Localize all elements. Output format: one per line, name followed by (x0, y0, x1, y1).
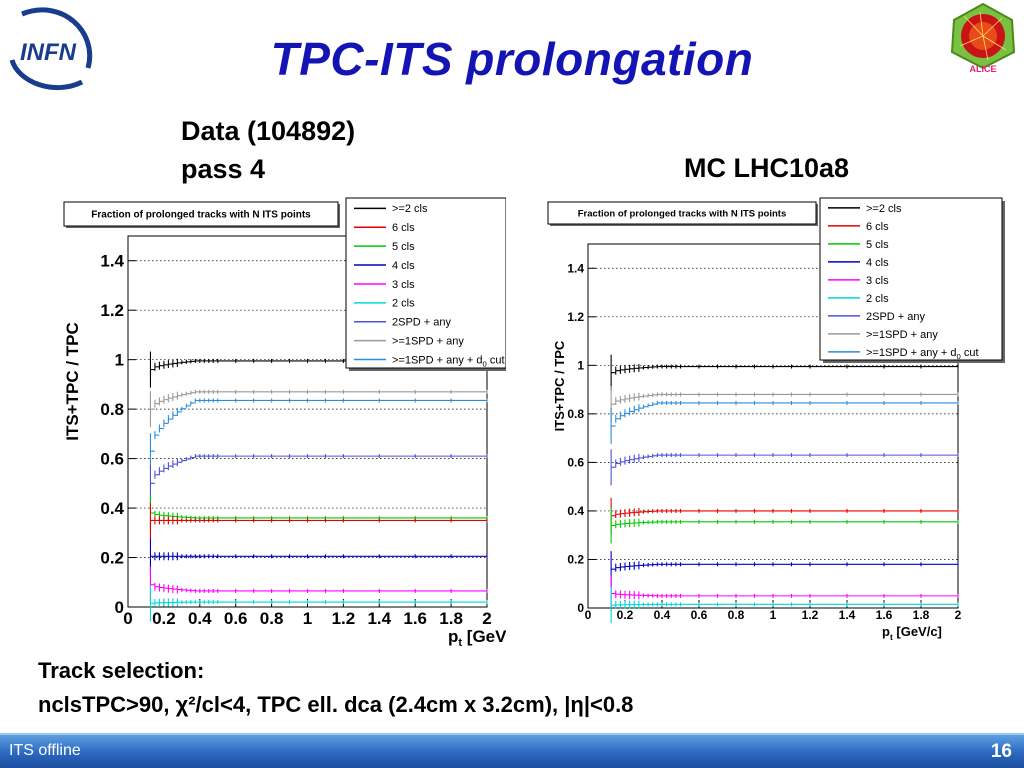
infn-logo: INFN (9, 7, 93, 91)
legend-box (345, 197, 506, 369)
x-tick-label: 1.4 (839, 608, 856, 622)
x-tick-label: 2 (955, 608, 962, 622)
x-tick-label: 1.2 (802, 608, 819, 622)
y-tick-label: 0 (577, 601, 584, 615)
series-6-cls (149, 502, 488, 539)
legend-label: >=2 cls (866, 203, 902, 215)
y-tick-label: 1.2 (100, 301, 124, 320)
x-tick-label: 1 (770, 608, 777, 622)
mc-panel-label: MC LHC10a8 (684, 153, 850, 183)
y-tick-label: 1 (577, 359, 584, 373)
legend-label: 5 cls (866, 239, 889, 251)
x-tick-label: 1.6 (403, 609, 427, 628)
series--1spd-any-d0-cut (149, 398, 488, 470)
x-axis-label: pt [GeV/c] (448, 627, 506, 649)
x-tick-label: 1.6 (876, 608, 893, 622)
x-tick-label: 0.6 (691, 608, 708, 622)
legend-label: >=1SPD + any + d0 cut (392, 354, 505, 368)
x-tick-label: 0 (123, 609, 132, 628)
data-panel-label: Data (104892) pass 4 (181, 112, 355, 188)
series-2spd-any (610, 449, 959, 486)
x-tick-label: 0.4 (188, 609, 212, 628)
alice-logo-text: ALICE (970, 64, 997, 74)
series-4-cls (149, 538, 488, 575)
series-4-cls (610, 551, 959, 588)
x-tick-label: 1 (303, 609, 312, 628)
data-pass-label: pass 4 (181, 154, 266, 184)
x-tick-label: 0.8 (728, 608, 745, 622)
x-axis-label: pt [GeV/c] (882, 624, 942, 642)
y-tick-label: 1.4 (100, 252, 124, 271)
legend-label: >=1SPD + any (392, 335, 464, 347)
x-tick-label: 0 (585, 608, 592, 622)
legend-label: 2 cls (392, 298, 415, 310)
series--1spd-any (149, 389, 488, 428)
y-axis-label: ITS+TPC / TPC (63, 322, 82, 441)
legend-label: >=2 cls (392, 203, 428, 215)
x-tick-label: 1.2 (332, 609, 356, 628)
y-tick-label: 1.4 (567, 261, 584, 275)
track-selection-text: Track selection: nclsTPC>90, χ²/cl<4, TP… (38, 654, 633, 722)
legend-label: 3 cls (866, 275, 889, 287)
series--1spd-any-d0-cut (610, 400, 959, 444)
x-tick-label: 1.8 (913, 608, 930, 622)
chart-title: Fraction of prolonged tracks with N ITS … (91, 210, 311, 221)
slide-title: TPC-ITS prolongation (270, 33, 754, 85)
legend-label: >=1SPD + any (866, 329, 938, 341)
x-tick-label: 0.4 (654, 608, 671, 622)
y-tick-label: 0.4 (567, 504, 584, 518)
legend-label: 2SPD + any (866, 311, 926, 323)
y-tick-label: 0.8 (100, 400, 124, 419)
legend-label: 6 cls (392, 222, 415, 234)
x-tick-label: 2 (482, 609, 491, 628)
legend-label: 2 cls (866, 293, 889, 305)
mc-chart: 0 0.2 0.4 0.6 0.8 1 1.2 1.4 0 0.2 0.4 0.6 0.8 1 1.2 1.4… (547, 197, 1005, 642)
series-6-cls (610, 497, 959, 534)
legend-label: 2SPD + any (392, 317, 452, 329)
track-selection-cuts: nclsTPC>90, χ²/cl<4, TPC ell. dca (2.4cm… (38, 692, 634, 717)
series-2spd-any (149, 454, 488, 502)
series-2-cls (149, 585, 488, 622)
title-box (547, 201, 817, 225)
title-box (63, 201, 339, 227)
x-tick-label: 0.6 (224, 609, 248, 628)
footer-bar (0, 735, 1024, 768)
legend-label: 5 cls (392, 241, 415, 253)
legend-label: >=1SPD + any + d0 cut (866, 347, 979, 361)
legend-label: 4 cls (866, 257, 889, 269)
x-tick-label: 0.8 (260, 609, 284, 628)
y-tick-label: 0.8 (567, 407, 584, 421)
y-tick-label: 0.4 (100, 499, 124, 518)
y-tick-label: 0.2 (100, 548, 124, 567)
page-number: 16 (990, 741, 1012, 762)
footer-divider (0, 733, 1024, 735)
legend-label: 6 cls (866, 221, 889, 233)
x-tick-label: 1.8 (439, 609, 463, 628)
x-tick-label: 1.4 (367, 609, 391, 628)
series--2-cls (610, 354, 959, 391)
y-axis-label: ITS+TPC / TPC (552, 340, 567, 431)
chart-title: Fraction of prolonged tracks with N ITS … (578, 208, 786, 219)
legend-box (819, 197, 1003, 361)
legend-label: 3 cls (392, 279, 415, 291)
series-5-cls (610, 507, 959, 544)
footer-label: ITS offline (9, 742, 81, 759)
alice-logo: ALICE (950, 2, 1016, 74)
infn-logo-text: INFN (20, 39, 77, 66)
y-tick-label: 0 (115, 598, 124, 617)
x-tick-label: 0.2 (152, 609, 176, 628)
y-tick-label: 0.6 (100, 450, 124, 469)
series-2-cls (610, 587, 959, 624)
x-tick-label: 0.2 (617, 608, 634, 622)
legend-label: 4 cls (392, 260, 415, 272)
data-run-label: Data (104892) (181, 116, 356, 146)
y-tick-label: 1.2 (567, 310, 584, 324)
track-selection-heading: Track selection: (38, 658, 205, 683)
y-tick-label: 0.2 (567, 553, 584, 567)
y-tick-label: 0.6 (567, 456, 584, 470)
y-tick-label: 1 (115, 351, 124, 370)
data-chart: 0 0.2 0.4 0.6 0.8 1 1.2 1.4 0 0.2 0.4 0.6 0.8 1 1.2 1.4… (63, 197, 506, 649)
